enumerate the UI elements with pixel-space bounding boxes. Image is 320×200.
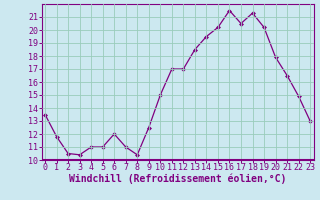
X-axis label: Windchill (Refroidissement éolien,°C): Windchill (Refroidissement éolien,°C) [69,174,286,184]
